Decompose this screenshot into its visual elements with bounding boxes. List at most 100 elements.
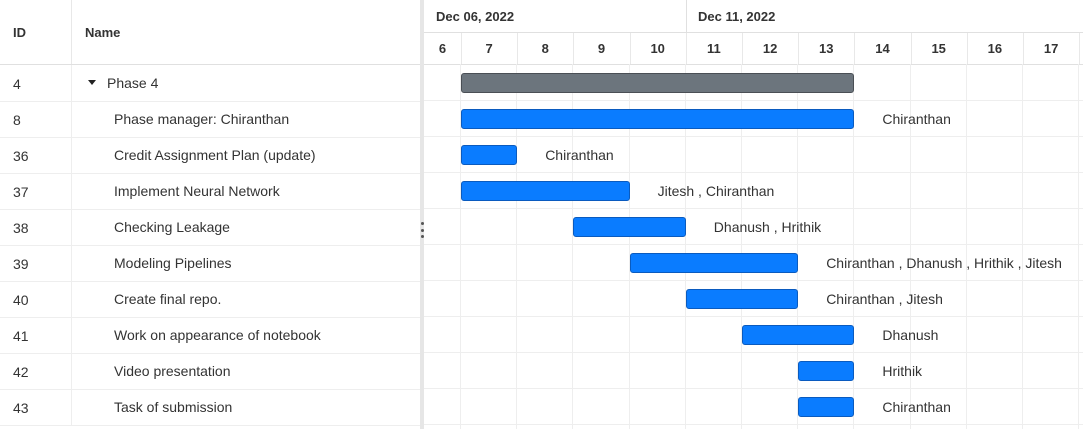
- row-name-label: Video presentation: [114, 363, 231, 379]
- day-header-cell: 6: [424, 33, 462, 64]
- day-header-cell: 15: [911, 33, 968, 64]
- row-id-cell: 43: [0, 389, 72, 425]
- table-row[interactable]: 4 Phase 4: [0, 65, 420, 102]
- row-name-label: Task of submission: [114, 399, 233, 415]
- table-row[interactable]: 38 Checking Leakage: [0, 209, 420, 246]
- row-name-label: Implement Neural Network: [114, 183, 280, 199]
- task-bar[interactable]: [742, 325, 855, 345]
- day-gridline: [741, 64, 742, 429]
- row-name-label: Work on appearance of notebook: [114, 327, 321, 343]
- row-id-label: 38: [13, 220, 29, 236]
- pane-splitter[interactable]: [420, 0, 424, 429]
- row-id-label: 8: [13, 112, 21, 128]
- day-label: 17: [1043, 41, 1059, 56]
- table-row[interactable]: 43 Task of submission: [0, 389, 420, 426]
- table-row[interactable]: 39 Modeling Pipelines: [0, 245, 420, 282]
- task-resource-label: Dhanush: [882, 327, 939, 343]
- task-bar[interactable]: [461, 109, 855, 129]
- row-id-cell: 8: [0, 101, 72, 137]
- id-column-header[interactable]: ID: [0, 0, 72, 64]
- row-gridline: [424, 244, 1083, 245]
- row-gridline: [424, 208, 1083, 209]
- row-name-label: Create final repo.: [114, 291, 222, 307]
- table-row[interactable]: 42 Video presentation: [0, 353, 420, 390]
- week-label: Dec 11, 2022: [698, 9, 776, 24]
- table-row[interactable]: 41 Work on appearance of notebook: [0, 317, 420, 354]
- day-gridline: [516, 64, 518, 429]
- row-id-cell: 38: [0, 209, 72, 245]
- row-name-label: Credit Assignment Plan (update): [114, 147, 316, 163]
- task-resource-label: Chiranthan , Dhanush , Hrithik , Jitesh: [826, 255, 1062, 271]
- week-label: Dec 06, 2022: [436, 9, 515, 24]
- day-header-cell: 9: [573, 33, 631, 64]
- grid-header: ID Name: [0, 0, 420, 65]
- task-resource-label: Chiranthan: [545, 147, 614, 163]
- task-bar[interactable]: [798, 361, 855, 381]
- row-id-cell: 36: [0, 137, 72, 173]
- row-id-label: 43: [13, 400, 29, 416]
- week-divider: [686, 0, 687, 32]
- row-id-label: 39: [13, 256, 29, 272]
- day-label: 7: [485, 41, 493, 56]
- day-gridline: [853, 64, 855, 429]
- name-column-header[interactable]: Name: [72, 0, 420, 64]
- row-name-label: Modeling Pipelines: [114, 255, 232, 271]
- day-gridline: [909, 64, 911, 429]
- table-row[interactable]: 37 Implement Neural Network: [0, 173, 420, 210]
- day-header-cell: 13: [798, 33, 856, 64]
- row-id-label: 4: [13, 76, 21, 92]
- day-header-cell: 17: [1023, 33, 1081, 64]
- row-id-label: 37: [13, 184, 29, 200]
- day-header-cell: 8: [517, 33, 575, 64]
- task-resource-label: Jitesh , Chiranthan: [657, 183, 775, 199]
- task-resource-label: Chiranthan: [882, 399, 951, 415]
- table-row[interactable]: 40 Create final repo.: [0, 281, 420, 318]
- row-gridline: [424, 136, 1083, 137]
- row-name-label: Checking Leakage: [114, 219, 230, 235]
- day-label: 8: [541, 41, 549, 56]
- splitter-handle-icon[interactable]: [420, 222, 424, 238]
- day-label: 14: [875, 41, 890, 56]
- day-header-cell: 7: [461, 33, 519, 64]
- table-row[interactable]: 36 Credit Assignment Plan (update): [0, 137, 420, 174]
- task-bar[interactable]: [685, 289, 799, 309]
- day-header-cell: 16: [967, 33, 1024, 64]
- task-grid: ID Name 4 Phase 4 8 Phase manager: Chiranth…: [0, 0, 421, 429]
- table-row[interactable]: 8 Phase manager: Chiranthan: [0, 101, 420, 138]
- task-bar[interactable]: [573, 217, 686, 237]
- collapse-caret-icon[interactable]: [88, 80, 96, 85]
- day-header-cell: 12: [742, 33, 800, 64]
- row-name-label: Phase 4: [107, 75, 159, 91]
- row-gridline: [424, 352, 1083, 353]
- task-bar[interactable]: [461, 145, 518, 165]
- row-id-label: 42: [13, 364, 29, 380]
- row-gridline: [424, 316, 1083, 317]
- name-header-label: Name: [85, 25, 121, 40]
- day-gridline: [684, 64, 686, 429]
- row-id-cell: 37: [0, 173, 72, 209]
- day-label: 6: [438, 41, 447, 56]
- row-name-label: Phase manager: Chiranthan: [114, 111, 290, 127]
- summary-bar[interactable]: [461, 73, 855, 93]
- day-gridline: [628, 64, 630, 429]
- row-id-label: 40: [13, 292, 29, 308]
- row-id-cell: 42: [0, 353, 72, 389]
- row-id-cell: 40: [0, 281, 72, 317]
- task-resource-label: Dhanush , Hrithik: [713, 219, 822, 235]
- row-gridline: [424, 424, 1083, 425]
- day-label: 9: [597, 41, 606, 56]
- day-gridline: [965, 64, 967, 429]
- row-id-cell: 39: [0, 245, 72, 281]
- timeline-week-header: Dec 06, 2022 Dec 11, 2022: [424, 0, 1083, 33]
- task-bar[interactable]: [629, 253, 799, 273]
- day-gridline: [460, 64, 461, 429]
- row-gridline: [424, 100, 1083, 101]
- task-bar[interactable]: [461, 181, 630, 201]
- row-gridline: [424, 388, 1083, 389]
- row-id-label: 36: [13, 148, 29, 164]
- task-bar[interactable]: [798, 397, 855, 417]
- day-gridline: [1078, 64, 1080, 429]
- id-header-label: ID: [13, 25, 26, 40]
- day-header-cell: 10: [630, 33, 687, 64]
